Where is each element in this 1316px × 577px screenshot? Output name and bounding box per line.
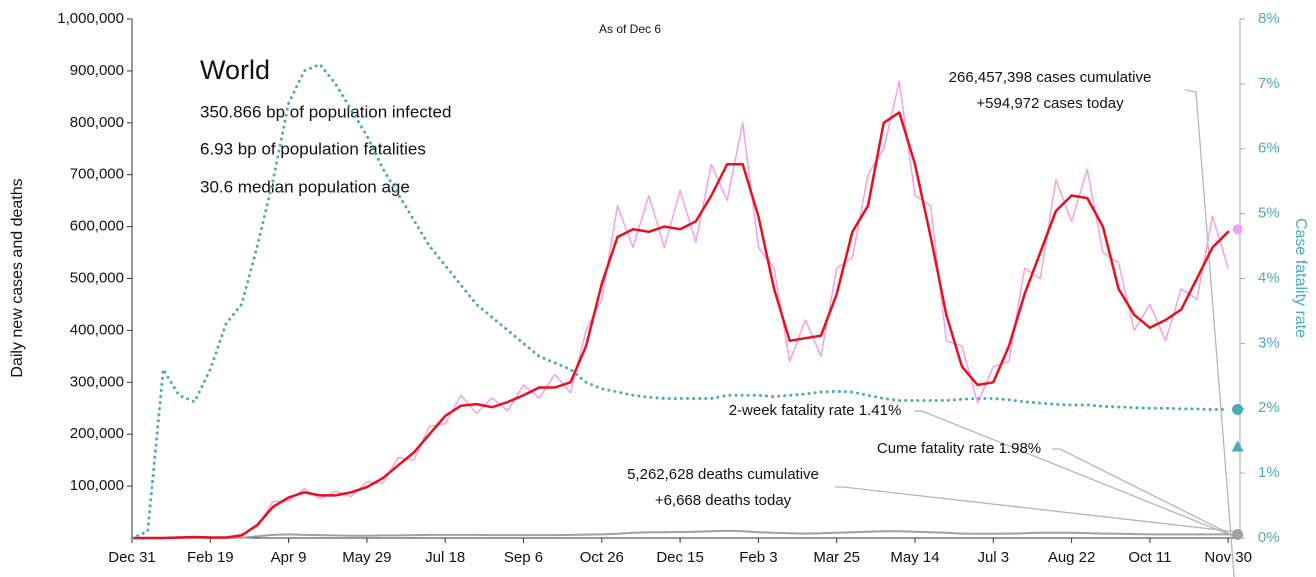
- series-line: [130, 111, 1230, 540]
- y2-axis-title: Case fatality rate: [1292, 218, 1309, 338]
- y2-tick-label: 0%: [1258, 529, 1280, 546]
- y2-tick-label: 6%: [1258, 140, 1280, 157]
- x-tick-label: Feb 3: [739, 549, 777, 566]
- x-tick-label: May 29: [342, 549, 391, 566]
- x-tick-label: Sep 6: [504, 549, 543, 566]
- x-tick-label: Feb 19: [187, 549, 234, 566]
- x-tick-label: Oct 26: [580, 549, 624, 566]
- annotation: +6,668 deaths today: [655, 492, 792, 509]
- annotation: 266,457,398 cases cumulative: [949, 69, 1152, 86]
- leader-line: [914, 410, 1239, 539]
- x-tick-label: Jul 18: [425, 549, 465, 566]
- endpoint: [1232, 529, 1244, 541]
- x-tick-label: Jul 3: [977, 549, 1009, 566]
- annotation: 5,262,628 deaths cumulative: [627, 466, 819, 483]
- y-tick-label: 700,000: [70, 166, 124, 183]
- x-tick-label: Aug 22: [1048, 549, 1096, 566]
- subtitle: As of Dec 6: [599, 22, 661, 36]
- leader-line: [835, 486, 1239, 533]
- y-tick-label: 100,000: [70, 477, 124, 494]
- annotation: Cume fatality rate 1.98%: [877, 440, 1041, 457]
- x-tick-label: Oct 11: [1128, 549, 1171, 566]
- y-tick-label: 1,000,000: [57, 10, 124, 27]
- y-tick-label: 300,000: [70, 373, 124, 390]
- y-tick-label: 400,000: [70, 321, 124, 338]
- y2-tick-label: 1%: [1258, 464, 1280, 481]
- stat: 6.93 bp of population fatalities: [200, 139, 426, 158]
- y2-tick-label: 5%: [1258, 205, 1280, 222]
- chart-title: World: [200, 55, 270, 85]
- annotation: 2-week fatality rate 1.41%: [729, 402, 902, 419]
- endpoint: [1232, 224, 1243, 235]
- y2-tick-label: 4%: [1258, 269, 1280, 286]
- y2-tick-label: 8%: [1258, 10, 1280, 27]
- y2-tick-label: 3%: [1258, 334, 1280, 351]
- y-axis-title: Daily new cases and deaths: [9, 178, 26, 377]
- leader-line: [1052, 448, 1239, 539]
- x-tick-label: Dec 31: [108, 549, 156, 566]
- y-tick-label: 600,000: [70, 218, 124, 235]
- y-tick-label: 200,000: [70, 425, 124, 442]
- endpoint: [1231, 440, 1244, 452]
- x-tick-label: Nov 30: [1204, 549, 1252, 566]
- y-tick-label: 800,000: [70, 114, 124, 131]
- series-line: [131, 529, 1230, 539]
- x-tick-label: Dec 15: [656, 549, 704, 566]
- y2-tick-label: 7%: [1258, 75, 1280, 92]
- x-tick-label: Apr 9: [271, 549, 307, 566]
- y2-tick-label: 2%: [1258, 399, 1280, 416]
- annotation: +594,972 cases today: [976, 95, 1124, 112]
- x-tick-label: May 14: [890, 549, 939, 566]
- endpoint: [1232, 404, 1244, 416]
- y-tick-label: 900,000: [70, 62, 124, 79]
- stat: 350.866 bp of population infected: [200, 102, 451, 121]
- y-tick-label: 500,000: [70, 269, 124, 286]
- series-line: [130, 62, 1230, 540]
- stat: 30.6 median population age: [200, 177, 410, 196]
- x-tick-label: Mar 25: [813, 549, 860, 566]
- leader-line: [1184, 89, 1235, 577]
